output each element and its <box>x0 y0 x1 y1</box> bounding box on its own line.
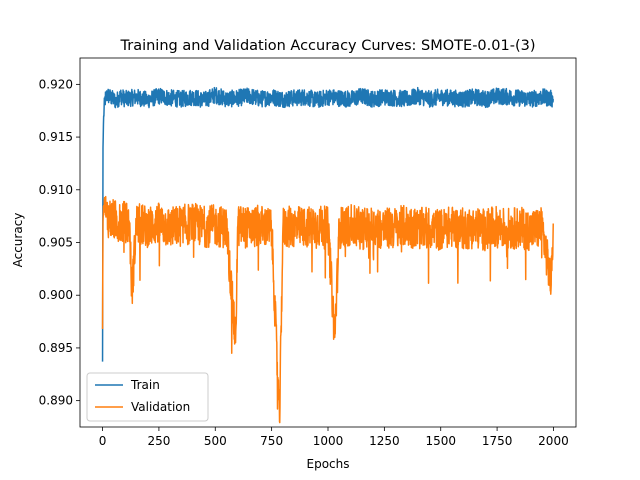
x-tick-label: 0 <box>99 434 107 448</box>
y-tick-label: 0.895 <box>39 341 73 355</box>
plot-area <box>101 86 554 424</box>
x-tick-label: 750 <box>260 434 283 448</box>
x-tick-label: 1000 <box>313 434 344 448</box>
x-tick-label: 2000 <box>538 434 569 448</box>
x-tick-label: 1250 <box>369 434 400 448</box>
y-tick-label: 0.905 <box>39 236 73 250</box>
y-tick-label: 0.910 <box>39 183 73 197</box>
x-tick-label: 1500 <box>425 434 456 448</box>
series-line-validation <box>101 195 554 424</box>
x-tick-label: 1750 <box>482 434 513 448</box>
y-tick-label: 0.900 <box>39 288 73 302</box>
y-axis-label: Accuracy <box>11 213 25 268</box>
x-tick-label: 500 <box>204 434 227 448</box>
y-tick-label: 0.890 <box>39 394 73 408</box>
x-tick-label: 250 <box>147 434 170 448</box>
y-tick-label: 0.915 <box>39 130 73 144</box>
legend: Train Validation <box>86 372 209 422</box>
y-tick-label: 0.920 <box>39 77 73 91</box>
series-line-train <box>101 86 554 362</box>
legend-train-label: Train <box>130 378 160 392</box>
legend-validation-label: Validation <box>131 400 190 414</box>
axes-frame <box>79 57 577 428</box>
axis-ticks: 0 250 500 750 1000 1250 1500 1750 2000 0.890 0.895… <box>39 77 569 448</box>
chart-title: Training and Validation Accuracy Curves:… <box>120 38 536 54</box>
x-axis-label: Epochs <box>307 457 350 471</box>
